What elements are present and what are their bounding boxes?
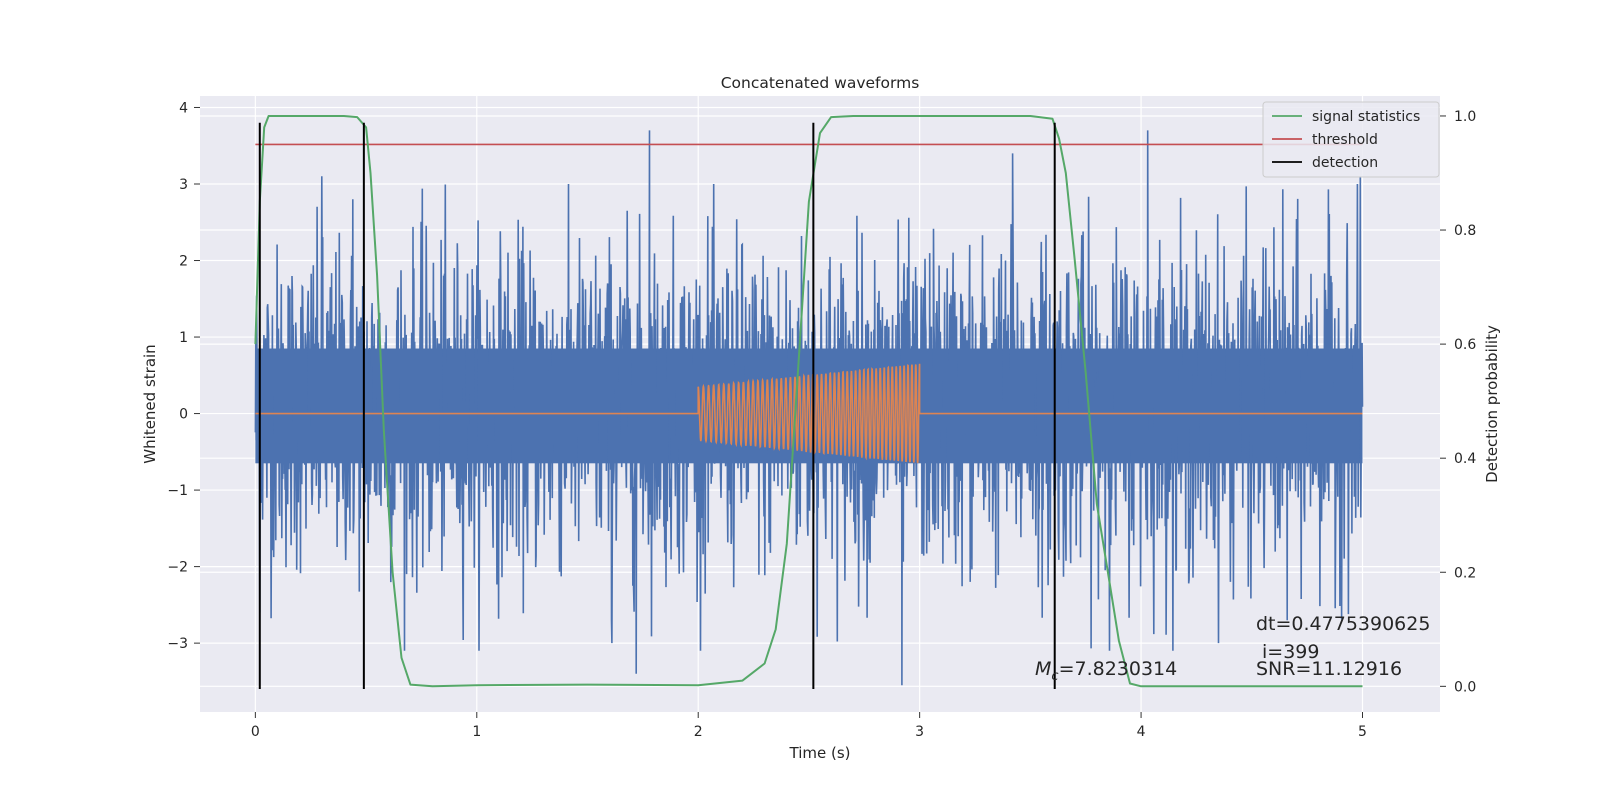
annotation-chirp-mass-subscript: c	[1051, 669, 1058, 684]
strain-line	[254, 130, 1364, 686]
x-tick-label: 4	[1137, 724, 1146, 740]
legend: signal statistics threshold detection	[1262, 101, 1440, 178]
y-tick-label: −1	[167, 483, 188, 499]
x-axis-ticks: 0 1 2 3 4 5	[251, 712, 1367, 740]
y2-tick-label: 0.6	[1454, 337, 1476, 353]
y2-axis-label: Detection probability	[1483, 325, 1501, 483]
annotation-index: i=399	[1262, 641, 1319, 663]
y2-tick-label: 0.4	[1454, 451, 1476, 467]
y-tick-label: −2	[167, 560, 188, 576]
legend-label-detection: detection	[1312, 155, 1378, 171]
y2-tick-label: 0.8	[1454, 223, 1476, 239]
template-line	[255, 363, 1363, 464]
annotation-chirp-mass-value: =7.8230314	[1059, 658, 1178, 680]
y-axis-ticks: −3 −2 −1 0 1 2 3 4	[167, 100, 200, 652]
y-tick-label: 2	[179, 254, 188, 270]
template-series	[255, 363, 1363, 464]
signal-statistics-line	[254, 115, 1363, 688]
annotation-chirp-mass-symbol: M	[1035, 658, 1051, 680]
y-axis-label: Whitened strain	[141, 344, 159, 463]
y-tick-label: 4	[179, 100, 188, 116]
signal-statistics-series	[254, 115, 1363, 688]
detection-lines	[258, 122, 1056, 690]
legend-label-threshold: threshold	[1312, 132, 1378, 148]
legend-label-signal-statistics: signal statistics	[1312, 109, 1420, 125]
x-tick-label: 1	[472, 724, 481, 740]
x-tick-label: 3	[915, 724, 924, 740]
y-tick-label: −3	[167, 636, 188, 652]
y2-axis-ticks: 0.0 0.2 0.4 0.6 0.8 1.0	[1440, 109, 1476, 695]
y-tick-label: 1	[179, 330, 188, 346]
annotation-chirp-mass: Mc=7.8230314	[1035, 658, 1177, 684]
y2-tick-label: 1.0	[1454, 109, 1476, 125]
y2-tick-label: 0.2	[1454, 565, 1476, 581]
x-axis-label: Time (s)	[789, 744, 851, 762]
y-tick-label: 3	[179, 177, 188, 193]
legend-box	[1262, 101, 1440, 178]
annotation-snr: SNR=11.12916	[1256, 658, 1402, 680]
x-tick-label: 5	[1358, 724, 1367, 740]
y2-tick-label: 0.0	[1454, 679, 1476, 695]
annotation-dt: dt=0.4775390625	[1256, 613, 1430, 635]
chart-title: Concatenated waveforms	[721, 74, 920, 92]
x-tick-label: 2	[694, 724, 703, 740]
y-tick-label: 0	[179, 407, 188, 423]
x-tick-label: 0	[251, 724, 260, 740]
